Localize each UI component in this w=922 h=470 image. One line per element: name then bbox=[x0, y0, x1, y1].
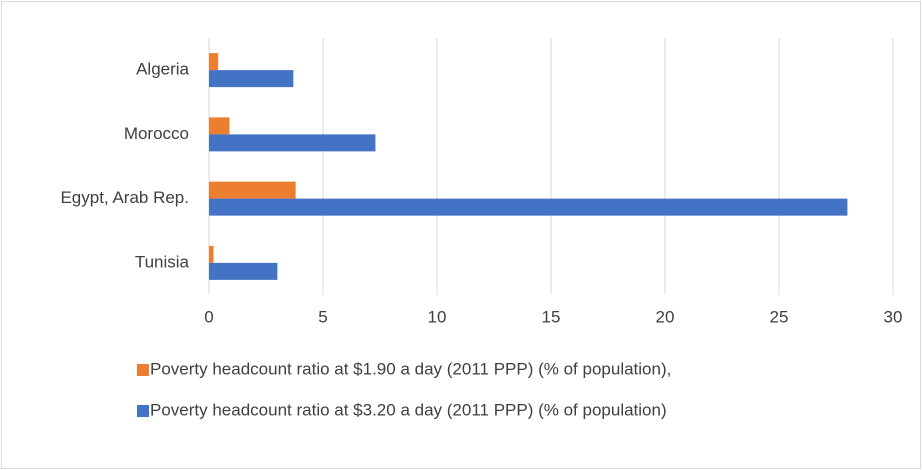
x-tick-label: 0 bbox=[204, 307, 213, 326]
x-tick-label: 5 bbox=[318, 307, 327, 326]
x-tick-label: 30 bbox=[884, 307, 903, 326]
legend-label: Poverty headcount ratio at $3.20 a day (… bbox=[150, 400, 667, 419]
bar bbox=[209, 117, 230, 135]
x-tick-label: 20 bbox=[656, 307, 675, 326]
bar bbox=[209, 53, 219, 71]
y-tick-label: Morocco bbox=[124, 124, 189, 143]
y-tick-label: Egypt, Arab Rep. bbox=[60, 188, 189, 207]
legend-label: Poverty headcount ratio at $1.90 a day (… bbox=[150, 359, 671, 378]
x-tick-label: 15 bbox=[542, 307, 561, 326]
bar bbox=[209, 262, 278, 280]
y-tick-label: Tunisia bbox=[135, 252, 190, 271]
bar bbox=[209, 181, 296, 199]
legend-swatch bbox=[137, 364, 149, 376]
bar bbox=[209, 70, 294, 88]
bar bbox=[209, 245, 214, 263]
legend-swatch bbox=[137, 405, 149, 417]
bar bbox=[209, 198, 848, 216]
x-tick-label: 25 bbox=[770, 307, 789, 326]
bar bbox=[209, 134, 376, 152]
y-tick-label: Algeria bbox=[136, 60, 189, 79]
x-tick-label: 10 bbox=[428, 307, 447, 326]
